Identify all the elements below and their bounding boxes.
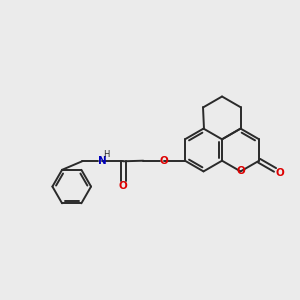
Text: H: H (103, 150, 110, 159)
Text: O: O (160, 156, 169, 166)
Text: O: O (275, 168, 284, 178)
Text: O: O (119, 181, 128, 191)
Text: O: O (236, 167, 245, 176)
Text: N: N (98, 156, 107, 166)
